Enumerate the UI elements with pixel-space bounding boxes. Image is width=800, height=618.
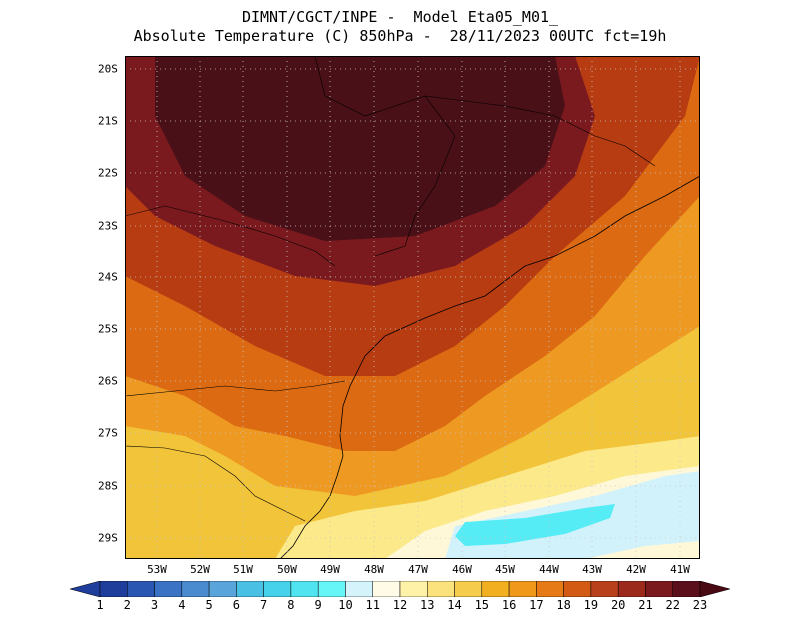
colorbar-label: 14	[447, 598, 462, 612]
lat-lon-grid	[125, 56, 700, 559]
longitude-label: 51W	[233, 563, 253, 576]
colorbar-label: 13	[420, 598, 435, 612]
colorbar-segment	[154, 581, 183, 597]
colorbar-segment	[208, 581, 237, 597]
colorbar-segment	[317, 581, 346, 597]
latitude-label: 20S	[98, 62, 118, 76]
coastline	[279, 175, 700, 559]
colorbar-segment	[427, 581, 455, 597]
latitude-label: 29S	[98, 531, 118, 545]
longitude-label: 48W	[364, 563, 384, 576]
colorbar-label: 12	[392, 598, 408, 612]
longitude-label: 45W	[495, 563, 515, 576]
longitude-label: 46W	[452, 563, 472, 576]
state-border-3	[125, 445, 306, 522]
colorbar-segment	[481, 581, 510, 597]
colorbar-label: 3	[150, 598, 159, 612]
colorbar-segment	[617, 581, 646, 597]
colorbar-segment	[263, 581, 292, 597]
latitude-label: 26S	[98, 374, 118, 388]
colorbar-label: 7	[260, 598, 268, 612]
colorbar-label: 16	[501, 598, 517, 612]
colorbar-label: 17	[529, 598, 544, 612]
latitude-label: 24S	[98, 270, 118, 284]
colorbar-label: 8	[287, 598, 295, 612]
latitude-label: 27S	[98, 426, 118, 440]
longitude-label: 43W	[582, 563, 602, 576]
colorbar-label: 1	[96, 598, 104, 612]
colorbar-label: 11	[365, 598, 380, 612]
state-border-5	[424, 95, 656, 167]
colorbar-label: 18	[556, 598, 571, 612]
colorbar-label: 2	[123, 598, 131, 612]
latitude-label: 22S	[98, 166, 118, 180]
colorbar-segment	[345, 581, 373, 597]
latitude-label: 25S	[98, 322, 118, 336]
colorbar-segment	[127, 581, 155, 597]
colorbar-label: 22	[665, 598, 680, 612]
colorbar-label: 4	[178, 598, 186, 612]
colorbar-label: 5	[205, 598, 213, 612]
longitude-label: 53W	[147, 563, 167, 576]
colorbar-label: 10	[338, 598, 353, 612]
colorbar-segment	[372, 581, 401, 597]
colorbar-segment	[399, 581, 428, 597]
longitude-label: 49W	[320, 563, 340, 576]
longitude-label: 44W	[539, 563, 559, 576]
colorbar-segment	[454, 581, 483, 597]
longitude-label: 41W	[670, 563, 690, 576]
latitude-label: 28S	[98, 479, 118, 493]
colorbar-segment	[590, 581, 619, 597]
longitude-label: 52W	[190, 563, 210, 576]
map-frame	[125, 56, 700, 559]
colorbar-label: 20	[610, 598, 626, 612]
temperature-map	[125, 56, 700, 559]
state-border-2	[125, 380, 346, 397]
longitude-label: 47W	[408, 563, 428, 576]
colorbar	[70, 581, 730, 597]
colorbar-label: 9	[314, 598, 322, 612]
colorbar-segment	[181, 581, 210, 597]
colorbar-segment	[70, 581, 101, 597]
colorbar-segment	[236, 581, 264, 597]
colorbar-segment	[672, 581, 701, 597]
field-hot-core	[155, 56, 565, 241]
state-border-4	[314, 56, 456, 257]
map-title-line2: Absolute Temperature (C) 850hPa - 28/11/…	[133, 27, 667, 45]
colorbar-label: 19	[583, 598, 599, 612]
field-cyan	[455, 504, 615, 546]
colorbar-segment	[290, 581, 319, 597]
latitude-label: 21S	[98, 114, 118, 128]
latitude-label: 23S	[98, 219, 118, 233]
longitude-label: 42W	[626, 563, 646, 576]
colorbar-segment	[99, 581, 128, 597]
state-border-1	[125, 205, 336, 267]
colorbar-segment	[699, 581, 730, 597]
longitude-label: 50W	[277, 563, 297, 576]
colorbar-segment	[563, 581, 592, 597]
colorbar-label: 21	[638, 598, 653, 612]
colorbar-segment	[536, 581, 564, 597]
colorbar-label: 15	[474, 598, 490, 612]
map-title-line1: DIMNT/CGCT/INPE - Model Eta05_M01_	[241, 8, 559, 26]
colorbar-label: 6	[232, 598, 240, 612]
colorbar-segment	[508, 581, 537, 597]
colorbar-segment	[645, 581, 673, 597]
colorbar-label: 23	[692, 598, 708, 612]
